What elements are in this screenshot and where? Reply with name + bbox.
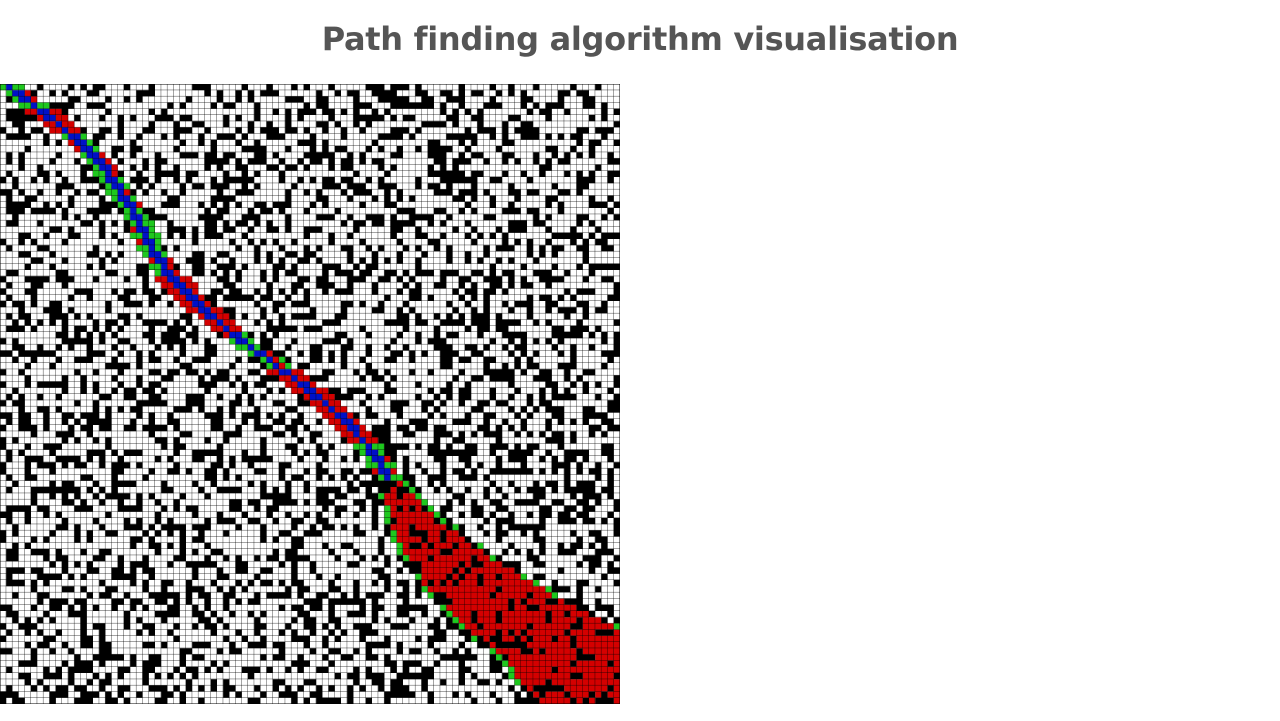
grid-lines bbox=[0, 84, 620, 704]
grid-board[interactable] bbox=[0, 84, 620, 704]
page-title: Path finding algorithm visualisation bbox=[321, 20, 959, 58]
